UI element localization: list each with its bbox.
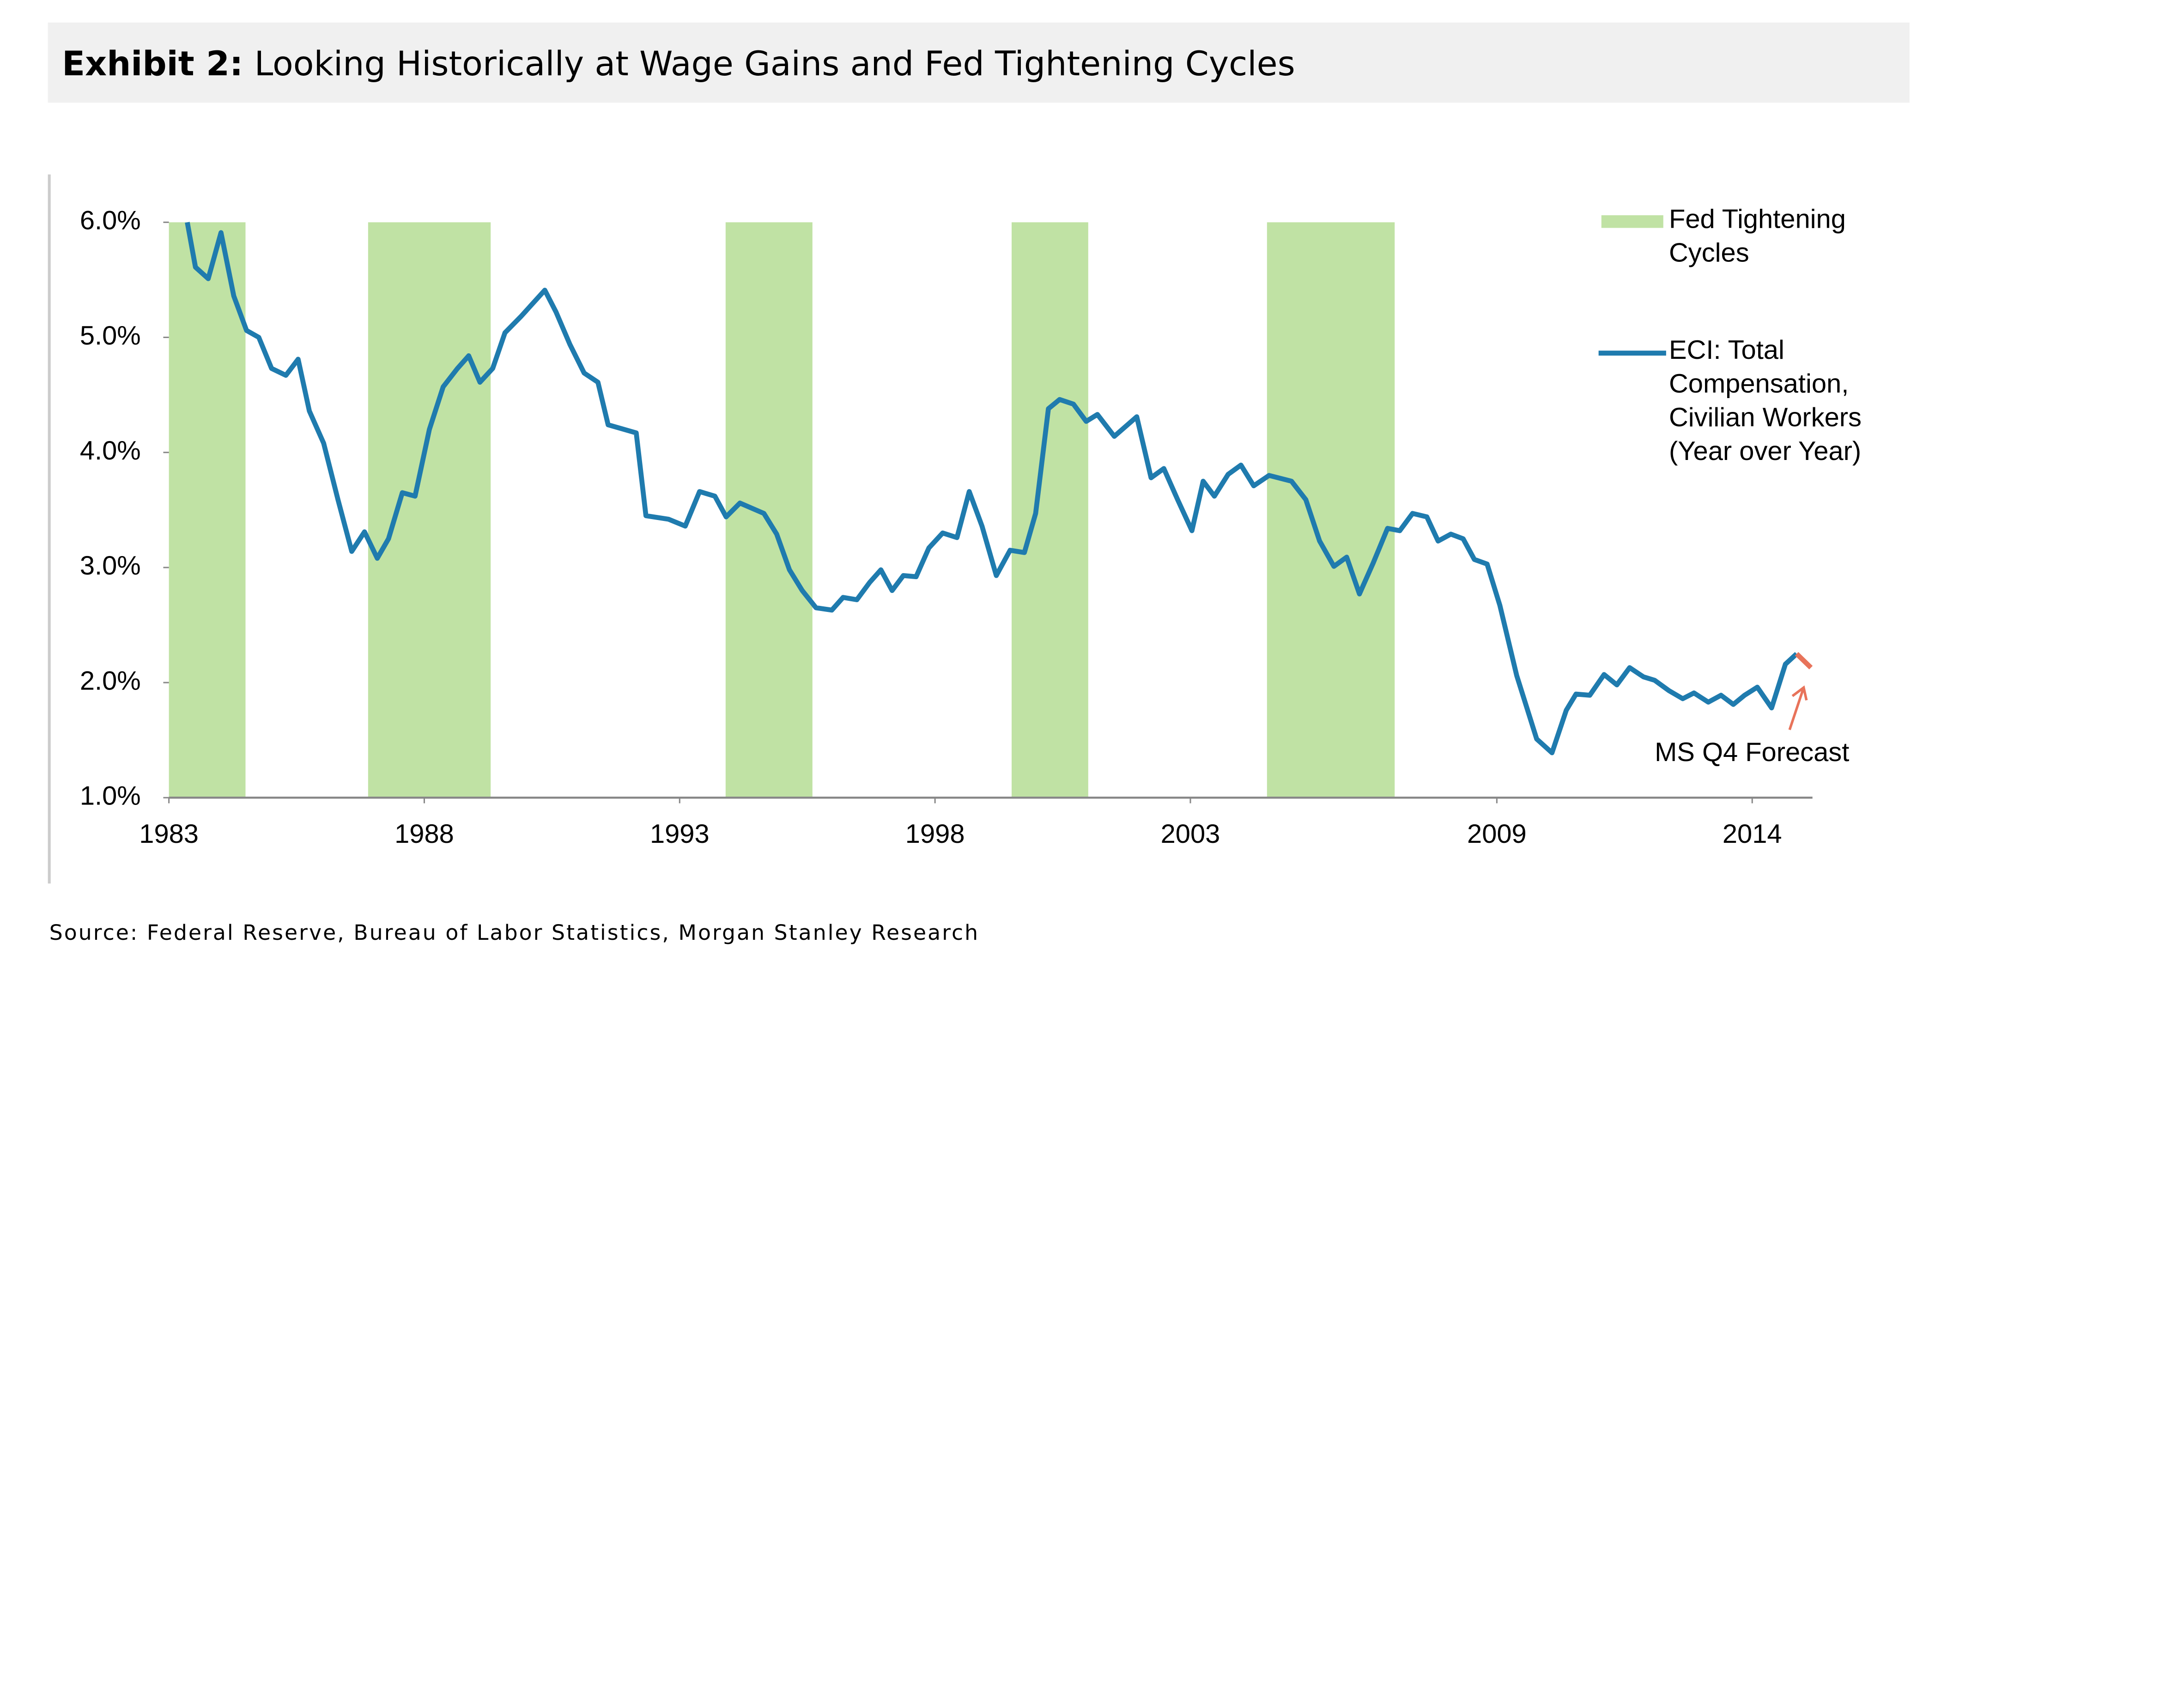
- tightening-band: [725, 222, 813, 798]
- title-bar: [48, 22, 1910, 103]
- legend-swatch: [1601, 215, 1663, 228]
- annotation-arrow: [1788, 687, 1805, 731]
- y-tick-label: 6.0%: [80, 206, 141, 236]
- title-label: Exhibit 2:: [62, 44, 243, 84]
- source-note: Source: Federal Reserve, Bureau of Labor…: [49, 920, 980, 945]
- legend-label-box: Fed Tightening Cycles: [1668, 205, 1846, 269]
- y-tick-label: 2.0%: [80, 666, 141, 695]
- series-line: [185, 222, 1799, 756]
- x-tick-label: 2003: [1161, 819, 1220, 849]
- legend-label: Fed Tightening Cycles: [1668, 205, 1846, 269]
- x-tick-label: 1983: [139, 819, 199, 849]
- tightening-band: [1012, 222, 1088, 798]
- x-tick-label: 1993: [650, 819, 710, 849]
- y-tick-label: 3.0%: [80, 551, 141, 580]
- annotation: MS Q4 Forecast: [1655, 738, 1849, 767]
- x-tick-label: 1998: [905, 819, 965, 849]
- y-tick-label: 5.0%: [80, 321, 141, 351]
- tightening-band: [368, 222, 491, 798]
- tightening-band: [1267, 222, 1395, 798]
- x-tick-label: 2009: [1467, 819, 1527, 849]
- y-tick-label: 4.0%: [80, 436, 141, 466]
- title-text: Looking Historically at Wage Gains and F…: [255, 44, 1295, 84]
- y-tick-label: 1.0%: [80, 781, 141, 811]
- chart-title: Exhibit 2: Looking Historically at Wage G…: [62, 44, 1295, 84]
- legend-label-box: ECI: Total Compensation, Civilian Worker…: [1668, 336, 1862, 467]
- plot-area: 6.0% 5.0% 4.0% 3.0% 2.0% 1.0% 1983 1988 1993 1998…: [80, 205, 1862, 849]
- x-tick-label: 1988: [394, 819, 454, 849]
- tightening-band: [169, 222, 246, 798]
- x-tick-label: 2014: [1723, 819, 1782, 849]
- annotation-arrowhead: [1791, 685, 1808, 701]
- series-line: [1795, 652, 1813, 670]
- legend-label: ECI: Total Compensation, Civilian Worker…: [1668, 336, 1862, 467]
